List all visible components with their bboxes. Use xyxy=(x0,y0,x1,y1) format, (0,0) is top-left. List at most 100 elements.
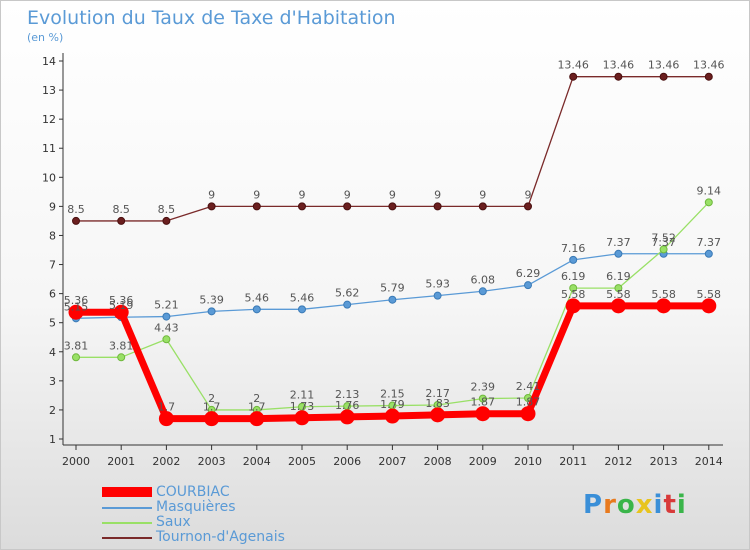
logo-letter: P xyxy=(583,490,604,520)
data-point-3 xyxy=(207,202,216,211)
data-label-2: 3.81 xyxy=(109,339,134,352)
data-label-3: 8.5 xyxy=(158,203,176,216)
data-label-0: 5.58 xyxy=(606,288,631,301)
y-tick-label: 11 xyxy=(42,142,56,155)
data-label-1: 6.08 xyxy=(471,273,496,286)
x-tick-label: 2014 xyxy=(695,455,723,468)
legend-item: Masquières xyxy=(102,499,362,515)
data-label-1: 7.37 xyxy=(606,236,631,249)
data-label-3: 9 xyxy=(434,188,441,201)
data-label-2: 6.19 xyxy=(561,270,586,283)
data-label-1: 5.46 xyxy=(290,291,315,304)
data-point-2 xyxy=(659,245,668,254)
data-point-0 xyxy=(339,409,355,425)
data-label-0: 1.87 xyxy=(471,396,496,409)
data-point-1 xyxy=(614,249,623,258)
data-point-1 xyxy=(162,312,171,321)
y-tick-label: 10 xyxy=(42,171,56,184)
legend-label: Saux xyxy=(156,514,191,530)
data-point-2 xyxy=(478,394,487,403)
data-label-1: 7.16 xyxy=(561,242,586,255)
x-tick-label: 2000 xyxy=(62,455,90,468)
data-label-0: 1.7 xyxy=(248,401,266,414)
data-point-3 xyxy=(704,72,713,81)
data-point-0 xyxy=(158,411,174,427)
data-point-1 xyxy=(704,249,713,258)
data-label-1: 7.37 xyxy=(651,236,676,249)
data-point-2 xyxy=(704,198,713,207)
data-point-0 xyxy=(475,406,491,422)
x-tick-label: 2010 xyxy=(514,455,542,468)
data-label-2: 2.13 xyxy=(335,388,360,401)
legend-item: Tournon-d'Agenais xyxy=(102,529,362,545)
data-label-2: 4.43 xyxy=(154,321,179,334)
data-label-3: 13.46 xyxy=(693,59,725,72)
data-point-3 xyxy=(569,72,578,81)
data-label-3: 8.5 xyxy=(112,203,130,216)
x-tick-label: 2002 xyxy=(152,455,180,468)
data-point-0 xyxy=(384,408,400,424)
data-label-3: 9 xyxy=(344,188,351,201)
legend-label: Masquières xyxy=(156,499,236,515)
y-tick-label: 13 xyxy=(42,84,56,97)
data-point-2 xyxy=(117,353,126,362)
data-label-2: 6.19 xyxy=(606,270,631,283)
data-label-1: 5.46 xyxy=(245,291,270,304)
legend: COURBIAC Masquières Saux Tournon-d'Agenais xyxy=(102,484,362,545)
x-tick-label: 2003 xyxy=(198,455,226,468)
data-label-1: 5.39 xyxy=(199,293,224,306)
data-label-3: 13.46 xyxy=(557,59,589,72)
data-label-1: 5.79 xyxy=(380,282,405,295)
legend-swatch xyxy=(102,487,152,497)
chart-title: Evolution du Taux de Taxe d'Habitation xyxy=(27,7,396,29)
data-label-2: 2.15 xyxy=(380,388,405,401)
y-tick-label: 3 xyxy=(49,375,56,388)
data-point-2 xyxy=(298,402,306,411)
data-point-0 xyxy=(656,298,672,314)
data-point-3 xyxy=(388,202,397,211)
data-point-3 xyxy=(433,202,442,211)
data-point-1 xyxy=(207,307,216,316)
x-tick-label: 2005 xyxy=(288,455,316,468)
y-tick-label: 9 xyxy=(49,200,56,213)
data-point-1 xyxy=(433,291,442,300)
data-label-0: 5.58 xyxy=(697,288,722,301)
data-point-1 xyxy=(388,295,397,304)
data-label-3: 9 xyxy=(299,188,306,201)
data-point-0 xyxy=(430,407,446,423)
data-label-2: 2 xyxy=(253,392,260,405)
data-point-2 xyxy=(72,353,80,362)
y-tick-label: 1 xyxy=(49,433,56,446)
data-point-1 xyxy=(252,305,261,314)
logo-letter: t xyxy=(663,490,677,520)
x-tick-label: 2009 xyxy=(469,455,497,468)
data-point-1 xyxy=(478,287,487,296)
data-point-3 xyxy=(343,202,352,211)
x-tick-label: 2008 xyxy=(424,455,452,468)
x-tick-label: 2013 xyxy=(650,455,678,468)
data-point-2 xyxy=(162,335,171,344)
data-point-3 xyxy=(659,72,668,81)
y-tick-label: 14 xyxy=(42,55,56,68)
data-point-2 xyxy=(614,284,623,293)
data-point-2 xyxy=(569,284,578,293)
data-point-0 xyxy=(113,304,129,320)
data-label-1: 6.29 xyxy=(516,267,541,280)
y-tick-label: 12 xyxy=(42,113,56,126)
data-label-0: 5.36 xyxy=(64,294,89,307)
logo-letter: x xyxy=(635,490,654,520)
x-tick-label: 2006 xyxy=(333,455,361,468)
data-label-0: 1.79 xyxy=(380,398,405,411)
data-label-0: 5.58 xyxy=(651,288,676,301)
y-tick-label: 2 xyxy=(49,404,56,417)
data-label-1: 5.15 xyxy=(64,300,89,313)
data-label-0: 1.87 xyxy=(516,396,541,409)
data-label-2: 2.41 xyxy=(516,380,541,393)
data-label-1: 5.19 xyxy=(109,299,134,312)
data-point-3 xyxy=(117,216,126,225)
x-tick-label: 2012 xyxy=(604,455,632,468)
data-point-0 xyxy=(249,411,265,427)
data-label-1: 5.62 xyxy=(335,287,360,300)
data-label-3: 9 xyxy=(479,188,486,201)
